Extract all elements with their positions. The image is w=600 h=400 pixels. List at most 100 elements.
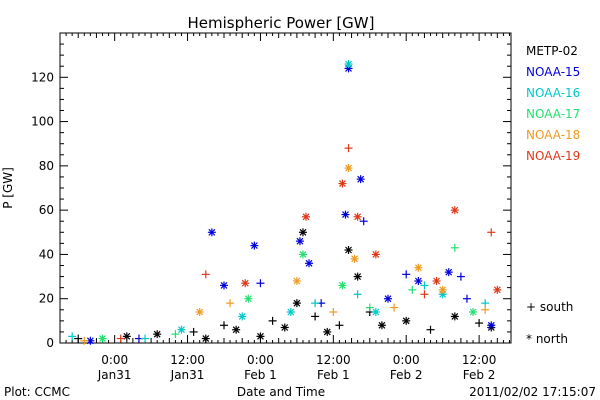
marker-legend-entry: + south — [526, 300, 573, 314]
data-point — [377, 321, 386, 330]
x-tick-time-label: 0:00 — [101, 353, 128, 367]
data-point — [201, 334, 210, 343]
data-point — [68, 332, 77, 341]
marker-legend-entry: * north — [526, 332, 568, 346]
x-tick-time-label: 12:00 — [316, 353, 351, 367]
data-point — [238, 312, 247, 321]
y-tick-label: 120 — [31, 70, 54, 84]
legend: METP-02 NOAA-15 NOAA-16 NOAA-17 NOAA-18 NOAA-… — [526, 44, 580, 163]
data-point — [420, 290, 429, 299]
data-point — [220, 281, 228, 290]
y-tick-label: 100 — [31, 115, 54, 129]
x-tick-time-label: 12:00 — [170, 353, 205, 367]
data-point — [350, 254, 359, 263]
data-point — [402, 316, 411, 325]
chart-title: Hemispheric Power [GW] — [188, 14, 375, 32]
data-point — [80, 336, 89, 345]
data-point — [98, 334, 107, 343]
x-tick-date-label: Jan31 — [170, 368, 205, 382]
data-point — [207, 228, 216, 237]
data-point — [250, 241, 259, 250]
data-point — [280, 323, 289, 332]
legend-entry: NOAA-17 — [526, 107, 580, 121]
data-point — [311, 299, 320, 308]
y-tick-label: 40 — [39, 247, 54, 261]
data-point — [371, 308, 380, 316]
legend-entry: NOAA-16 — [526, 86, 580, 100]
data-point — [74, 334, 83, 343]
data-point — [481, 305, 490, 314]
data-point — [335, 321, 344, 330]
x-tick-time-label: 0:00 — [393, 353, 420, 367]
data-point — [220, 321, 228, 330]
data-point — [153, 330, 162, 339]
data-point — [487, 321, 496, 330]
data-point — [286, 308, 295, 316]
data-point — [462, 294, 471, 303]
data-point — [241, 279, 250, 288]
data-point — [323, 327, 332, 336]
y-tick-label: 0 — [46, 336, 54, 350]
data-point — [444, 268, 453, 277]
data-point — [390, 303, 399, 312]
data-point — [414, 263, 423, 272]
data-point — [292, 277, 301, 285]
x-tick-date-label: Feb 2 — [463, 368, 496, 382]
data-point — [475, 319, 484, 328]
data-point — [329, 308, 338, 316]
data-point — [450, 243, 459, 252]
data-point — [201, 270, 210, 279]
data-point — [344, 246, 353, 254]
data-point — [268, 316, 277, 325]
data-point — [298, 228, 307, 237]
data-point — [341, 210, 350, 219]
data-point — [338, 179, 347, 188]
plot-credit: Plot: CCMC — [4, 385, 70, 399]
data-point — [122, 332, 131, 341]
y-tick-label: 80 — [39, 159, 54, 173]
data-point — [305, 259, 314, 268]
data-point — [420, 281, 429, 290]
data-point — [359, 217, 368, 226]
x-tick-date-label: Feb 1 — [317, 368, 350, 382]
plot-timestamp: 2011/02/02 17:15:07 — [469, 385, 596, 399]
data-point — [353, 212, 362, 221]
data-point — [311, 312, 320, 321]
data-point — [292, 299, 301, 308]
data-point — [256, 279, 265, 288]
data-point — [226, 299, 235, 308]
x-axis-label: Date and Time — [237, 385, 325, 399]
data-point — [450, 206, 459, 215]
data-point — [353, 272, 362, 281]
y-axis-label: P [GW] — [1, 167, 15, 209]
data-point — [302, 212, 310, 221]
y-tick-label: 60 — [39, 203, 54, 217]
data-point — [298, 250, 307, 259]
data-point — [295, 237, 304, 246]
data-point — [177, 325, 186, 334]
data-point — [344, 60, 353, 68]
x-tick-time-label: 0:00 — [247, 353, 274, 367]
data-point — [256, 332, 265, 341]
x-tick-time-label: 12:00 — [462, 353, 497, 367]
data-point — [189, 327, 198, 336]
data-point — [450, 312, 459, 321]
data-point — [195, 308, 204, 316]
data-point — [456, 272, 465, 281]
data-point — [356, 175, 365, 184]
data-point — [171, 330, 180, 339]
data-point — [344, 164, 353, 173]
data-point — [469, 308, 478, 316]
data-point — [487, 228, 496, 237]
data-point — [232, 325, 241, 334]
legend-entry: METP-02 — [526, 44, 578, 58]
data-point — [353, 290, 362, 299]
data-point — [493, 285, 502, 294]
y-tick-label: 20 — [39, 292, 54, 306]
data-point — [338, 281, 347, 290]
marker-legend: + south * north — [526, 300, 573, 346]
data-point — [365, 303, 374, 312]
